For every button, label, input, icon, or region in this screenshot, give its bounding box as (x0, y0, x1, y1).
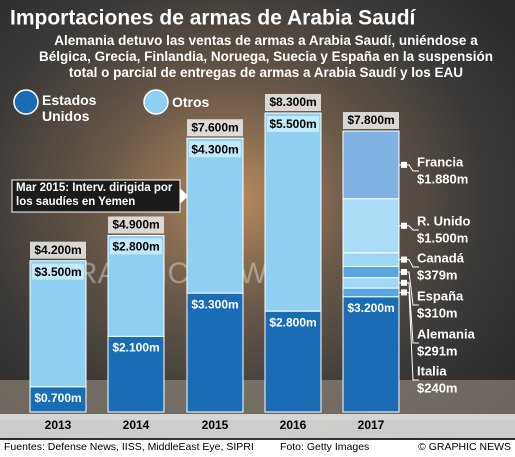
legend-label: Otros (172, 94, 210, 110)
bar-segment (342, 130, 400, 200)
subtitle: Alemania detuvo las ventas de armas a Ar… (39, 33, 493, 80)
value-label-bg (345, 299, 397, 316)
bar-segment (29, 260, 87, 388)
x-tick-label: 2013 (45, 418, 72, 432)
bar-segment (342, 277, 400, 289)
callout-value: $310m (417, 305, 457, 320)
photo-credit: Foto: Getty Images (280, 441, 369, 453)
source: Fuentes: Defense News, IISS, MiddleEast … (4, 441, 254, 453)
value-label: $3.500m (34, 265, 81, 279)
x-axis-strip (0, 414, 515, 438)
bar-segment (342, 198, 400, 254)
callout-name: España (417, 288, 464, 303)
bar-segment (342, 252, 400, 267)
bar-segment (186, 292, 244, 413)
watermark: GRAPHIC NEWS (52, 257, 287, 290)
bar-segment (342, 296, 400, 413)
total-label: $7.800m (347, 113, 394, 127)
total-label-bg (30, 241, 86, 259)
callout-value: $1.880m (417, 171, 468, 186)
total-label-bg (343, 112, 399, 130)
callout-value: $1.500m (417, 230, 468, 245)
value-label-bg (110, 339, 162, 356)
total-label-bg (265, 94, 321, 111)
total-label-bg (187, 119, 243, 137)
x-tick-label: 2014 (123, 418, 150, 432)
value-label-bg (189, 141, 241, 158)
total-label-bg (108, 216, 164, 234)
bar-segment (264, 112, 322, 312)
value-label: $3.200m (347, 301, 394, 315)
legend-swatch (143, 89, 169, 115)
callout-value: $240m (417, 380, 457, 395)
legend-label: Estados Unidos (42, 92, 97, 124)
callout-marker (401, 289, 407, 296)
callout-name: Alemania (417, 326, 476, 341)
copyright: © GRAPHIC NEWS (418, 441, 511, 453)
callout-marker (401, 279, 407, 286)
chart-title: Importaciones de armas de Arabia Saudí (10, 7, 417, 30)
bar-segment (342, 287, 400, 298)
value-label: $5.500m (269, 117, 316, 131)
annotation-box (11, 179, 181, 213)
total-label: $4.200m (34, 243, 81, 257)
total-label: $8.300m (269, 95, 316, 109)
legend-swatch (13, 89, 39, 115)
total-label: $4.900m (112, 218, 159, 232)
annotation-arrow (180, 188, 188, 204)
x-tick-label: 2016 (280, 418, 307, 432)
bar-segment (186, 137, 244, 294)
value-label: $2.100m (112, 341, 159, 355)
callout-name: Francia (417, 154, 464, 169)
callout-name: Canadá (417, 250, 465, 265)
footer-bg (0, 440, 515, 457)
callout-value: $291m (417, 343, 457, 358)
callout-marker (401, 161, 407, 168)
value-label: $0.700m (34, 391, 81, 405)
x-tick-label: 2017 (358, 418, 385, 432)
value-label-bg (32, 263, 84, 280)
value-label-bg (110, 238, 162, 255)
annotation: Mar 2015: Interv. dirigida por los saudí… (16, 182, 173, 208)
value-label: $4.300m (191, 142, 238, 156)
value-label-bg (32, 389, 84, 406)
value-label: $3.300m (191, 297, 238, 311)
callout-name: R. Unido (417, 213, 470, 228)
value-label-bg (267, 116, 319, 132)
value-label-bg (267, 314, 319, 331)
bar-segment (342, 265, 400, 279)
total-label: $7.600m (191, 120, 238, 134)
callout-marker (401, 269, 407, 276)
callout-name: Italia (417, 363, 447, 378)
x-tick-label: 2015 (202, 418, 229, 432)
value-label-bg (189, 296, 241, 313)
callout-marker (401, 222, 407, 229)
callout-value: $379m (417, 267, 457, 282)
value-label: $2.800m (269, 315, 316, 329)
callout-marker (401, 256, 407, 263)
value-label: $2.800m (112, 240, 159, 254)
